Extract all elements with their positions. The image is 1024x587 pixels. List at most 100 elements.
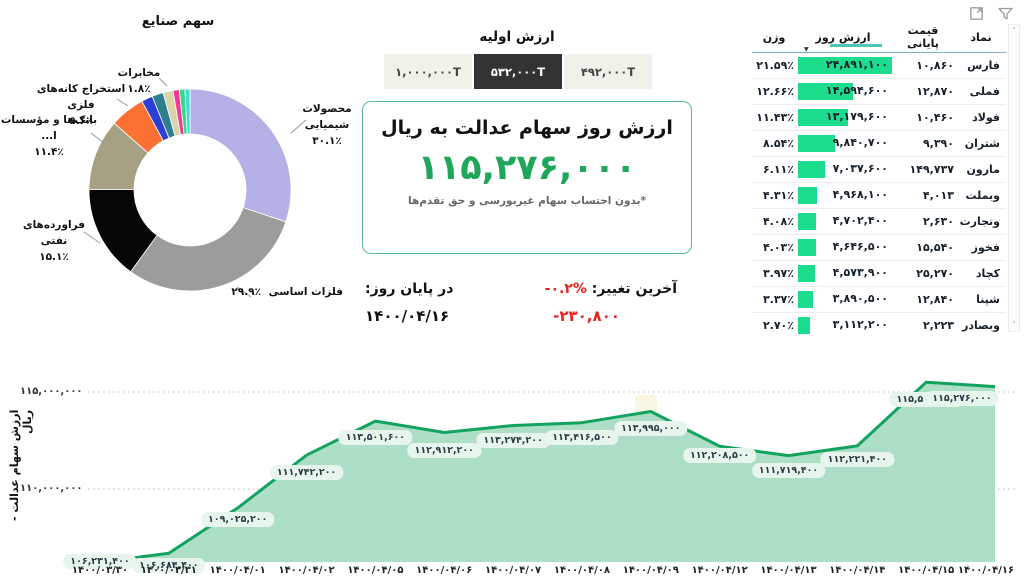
table-row[interactable]: فولاد ۱۰,۴۶۰ ۱۳,۱۷۹,۶۰۰ ۱۱.۴۳٪: [752, 105, 1006, 131]
table-row[interactable]: فخوز ۱۵,۵۴۰ ۴,۶۴۶,۵۰۰ ۴.۰۳٪: [752, 235, 1006, 261]
cell-symbol: فخوز: [971, 241, 1000, 254]
donut-slice-0[interactable]: [189, 88, 292, 223]
table-scrollbar[interactable]: ˄ ˅: [1008, 24, 1020, 332]
cell-day-value: ۱۴,۵۹۴,۶۰۰: [796, 79, 890, 104]
table-row[interactable]: وتجارت ۲,۶۳۰ ۴,۷۰۲,۴۰۰ ۴.۰۸٪: [752, 209, 1006, 235]
x-axis-tick-label: ۱۴۰۰/۰۳/۳۱: [140, 565, 197, 576]
x-axis-tick-label: ۱۴۰۰/۰۴/۱۶: [957, 565, 1015, 576]
initial-value-title: ارزش اولیه: [479, 29, 555, 45]
cell-weight: ۳.۹۷٪: [762, 267, 794, 280]
value-bar: [798, 135, 836, 152]
data-point-label: ۱۱۳,۴۱۶,۵۰۰: [545, 429, 619, 445]
initial-value-option-2[interactable]: ۴۹۲,۰۰۰T: [564, 54, 652, 89]
cell-weight: ۲.۷۰٪: [762, 319, 794, 332]
cell-weight: ۴.۳۱٪: [762, 189, 794, 202]
last-change-row: آخرین تغییر: -۰.۲%: [496, 281, 677, 297]
donut-label-banks: بانک‌ها و مؤسسات ا... ۱۱.۴٪: [0, 113, 98, 160]
table-row[interactable]: مارون ۱۴۹,۷۳۷ ۷,۰۳۷,۶۰۰ ۶.۱۱٪: [752, 157, 1006, 183]
x-axis-tick-label: ۱۴۰۰/۰۴/۰۹: [622, 565, 679, 576]
cell-day-value: ۴,۹۶۸,۱۰۰: [796, 183, 890, 208]
donut-label-pct: ۳۰.۱٪: [312, 134, 342, 147]
value-number: ۳,۸۹۰,۵۰۰: [832, 292, 888, 305]
cell-weight: ۲۱.۵۹٪: [756, 59, 794, 72]
cell-symbol: مارون: [966, 163, 1001, 176]
cell-symbol: کچاد: [975, 267, 1000, 280]
cell-close-price: ۲,۶۳۰: [922, 215, 954, 228]
data-point-label: ۱۱۱,۷۱۹,۴۰۰: [751, 462, 826, 478]
cell-close-price: ۱۴۹,۷۳۷: [909, 163, 954, 176]
cell-close-price: ۱۰,۸۶۰: [916, 59, 954, 72]
cell-symbol: وبملت: [965, 189, 1000, 202]
x-axis-tick-label: ۱۴۰۰/۰۴/۰۲: [278, 565, 335, 576]
value-bar: [798, 161, 825, 178]
last-change-block: آخرین تغییر: -۰.۲% در پایان روز: -۲۳۰,۸۰…: [365, 281, 677, 325]
sort-desc-icon[interactable]: ▼: [804, 45, 809, 53]
cell-weight: ۴.۰۸٪: [762, 215, 794, 228]
value-number: ۴,۹۶۸,۱۰۰: [832, 188, 888, 201]
scroll-down-icon[interactable]: ˅: [1012, 321, 1016, 329]
column-header-symbol[interactable]: نماد: [970, 30, 992, 44]
value-number: ۴,۷۰۲,۴۰۰: [832, 214, 888, 227]
filter-funnel-icon[interactable]: [997, 5, 1014, 22]
value-bar: [798, 213, 816, 230]
table-row[interactable]: شپنا ۱۲,۸۴۰ ۳,۸۹۰,۵۰۰ ۳.۳۷٪: [752, 287, 1006, 313]
initial-value-option-0[interactable]: ۱,۰۰۰,۰۰۰T: [384, 54, 472, 89]
expand-icon[interactable]: [968, 5, 985, 22]
value-bar: [798, 317, 810, 334]
table-row[interactable]: کچاد ۲۵,۲۷۰ ۴,۵۷۳,۹۰۰ ۳.۹۷٪: [752, 261, 1006, 287]
cell-close-price: ۱۰,۴۶۰: [916, 111, 954, 124]
donut-label-pct: ۱.۸٪: [127, 82, 151, 95]
donut-label-telecom: مخابرات ۱.۸٪: [110, 66, 168, 98]
data-point-label: ۱۱۲,۲۰۸,۵۰۰: [682, 448, 757, 464]
donut-slice-10[interactable]: [184, 88, 191, 135]
donut-label-pct: ۲۹.۹٪: [231, 286, 262, 298]
value-bar: [798, 109, 848, 126]
value-bar: [798, 57, 892, 74]
value-number: ۴,۵۷۳,۹۰۰: [832, 266, 888, 279]
data-point-label: ۱۱۲,۹۱۲,۲۰۰: [407, 442, 481, 458]
value-number: ۱۳,۱۷۹,۶۰۰: [825, 110, 888, 123]
data-point-label: ۱۱۳,۵۰۱,۶۰۰: [338, 430, 413, 446]
industry-donut-chart: [83, 77, 307, 298]
industry-share-panel: سهم صنایع محصولات شیمیایی ۳۰.۱٪ فلزات اس…: [0, 0, 362, 345]
cell-weight: ۱۲.۶۶٪: [756, 85, 794, 98]
y-tick-label: ۱۱۵,۰۰۰,۰۰۰: [20, 386, 83, 397]
table-row[interactable]: فارس ۱۰,۸۶۰ ۲۴,۸۹۱,۱۰۰ ۲۱.۵۹٪: [752, 53, 1006, 79]
cell-close-price: ۴,۰۱۳: [922, 189, 954, 202]
scroll-up-icon[interactable]: ˄: [1012, 27, 1016, 35]
column-header-close-price[interactable]: قیمت پایانی: [907, 24, 939, 50]
cell-day-value: ۳,۱۱۲,۲۰۰: [796, 313, 890, 335]
end-of-day-date: ۱۴۰۰/۰۴/۱۶: [365, 307, 450, 325]
donut-label-text: استخراج کانه‌های فلزی: [36, 83, 126, 111]
initial-value-option-1[interactable]: ۵۳۲,۰۰۰T: [474, 54, 562, 89]
value-bar: [798, 265, 816, 282]
column-header-day-value[interactable]: ارزش روز ▼: [796, 31, 890, 53]
donut-label-text: فراورده‌های نفتی: [22, 219, 85, 247]
table-row[interactable]: وبصادر ۲,۲۲۳ ۳,۱۱۲,۲۰۰ ۲.۷۰٪: [752, 313, 1006, 335]
holdings-table: نماد قیمت پایانی ارزش روز ▼ وزن فارس ۱۰,۸…: [752, 22, 1020, 335]
donut-label-text: محصولات شیمیایی: [302, 103, 352, 131]
sort-active-indicator: [830, 44, 882, 47]
cell-close-price: ۱۲,۸۴۰: [916, 293, 954, 306]
table-row[interactable]: فملی ۱۲,۸۷۰ ۱۴,۵۹۴,۶۰۰ ۱۲.۶۶٪: [752, 79, 1006, 105]
value-number: ۷,۰۳۷,۶۰۰: [832, 162, 888, 175]
x-axis-tick-label: ۱۴۰۰/۰۴/۰۸: [553, 565, 611, 576]
donut-label-chemicals: محصولات شیمیایی ۳۰.۱٪: [294, 102, 360, 149]
cell-symbol: وتجارت: [959, 215, 1000, 228]
justice-shares-value: ۱۱۵,۲۷۶,۰۰۰: [417, 148, 637, 188]
holdings-table-body: فارس ۱۰,۸۶۰ ۲۴,۸۹۱,۱۰۰ ۲۱.۵۹٪ فملی ۱۲,۸۷۰ ۱۴,۵…: [752, 53, 1006, 335]
table-row[interactable]: وبملت ۴,۰۱۳ ۴,۹۶۸,۱۰۰ ۴.۳۱٪: [752, 183, 1006, 209]
table-row[interactable]: شتران ۹,۳۹۰ ۹,۸۴۰,۷۰۰ ۸.۵۴٪: [752, 131, 1006, 157]
area-chart-svg: [88, 380, 1018, 564]
donut-label-text: بانک‌ها و مؤسسات ا...: [0, 114, 98, 142]
column-header-weight[interactable]: وزن: [762, 30, 786, 44]
justice-shares-value-card: ارزش روز سهام عدالت به ریال ۱۱۵,۲۷۶,۰۰۰ …: [362, 101, 692, 254]
cell-close-price: ۹,۳۹۰: [922, 137, 954, 150]
value-card-title: ارزش روز سهام عدالت به ریال: [381, 117, 673, 139]
trend-line: [99, 380, 996, 564]
data-point-label: ۱۱۵,۲۷۶,۰۰۰: [925, 390, 999, 406]
value-bar: [798, 83, 854, 100]
donut-slice-1[interactable]: [130, 207, 287, 292]
data-point-label: ۱۰۶,۲۳۱,۴۰۰: [63, 554, 137, 570]
